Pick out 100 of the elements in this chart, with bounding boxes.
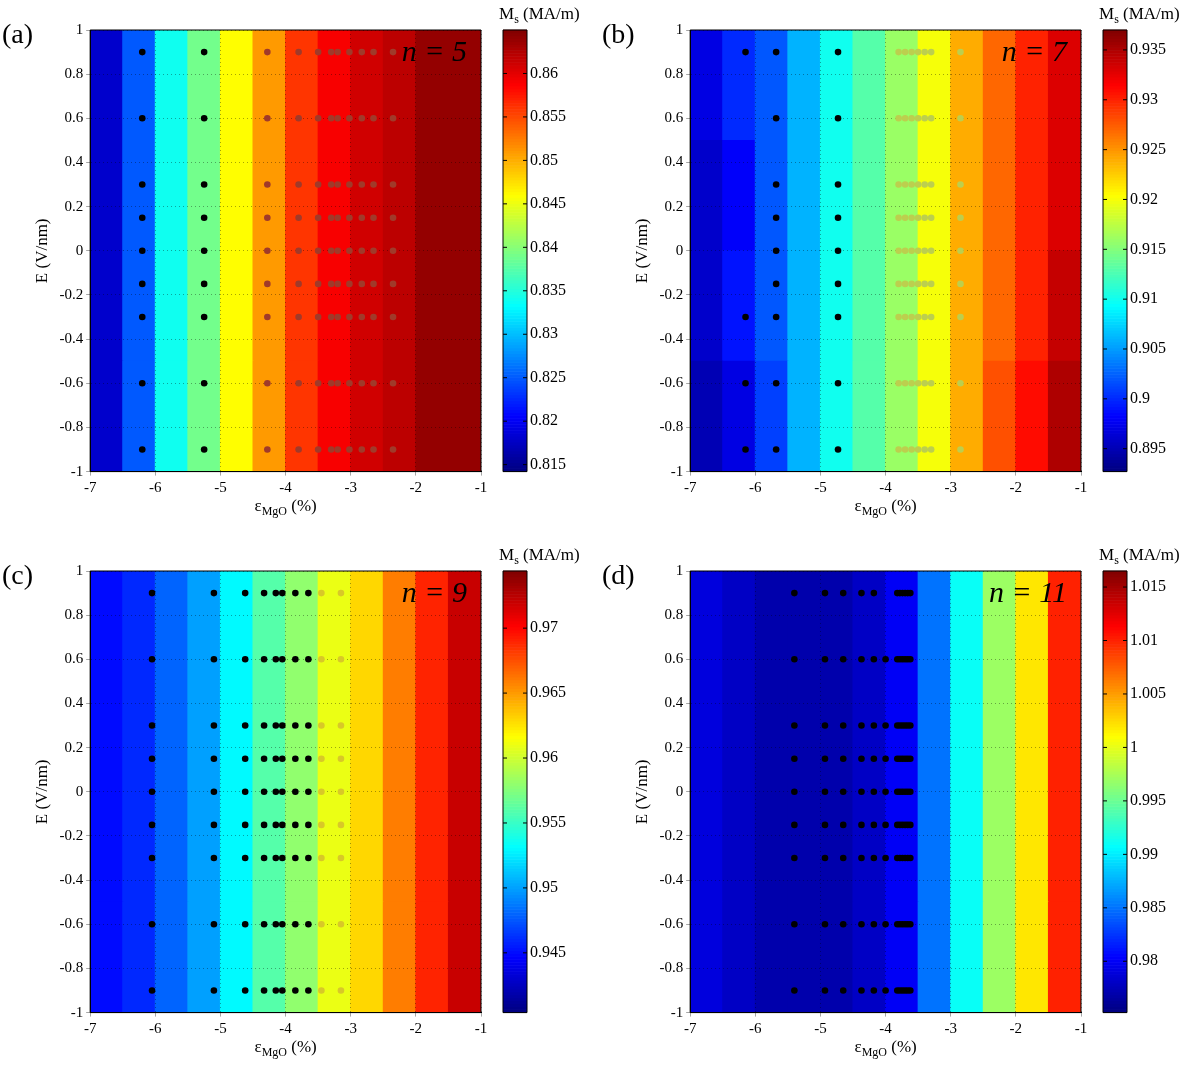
y-tick-label: 0 [75,241,84,258]
color-bar-label: 0.855 [530,107,566,125]
color-bar-label: 0.945 [530,943,566,961]
color-bar-label: 0.85 [530,150,558,168]
y-tick-label: 0.8 [64,65,84,82]
y-tick-label: 1 [75,20,84,37]
point [772,280,780,288]
chart-title: (a) [2,18,34,50]
point [337,589,345,597]
color-bar-label: 0.83 [530,324,558,342]
y-tick-label: 0.4 [664,153,684,170]
x-axis-title: ε$_{MgO}$ (%) [854,495,917,519]
y-tick-label: 1 [675,561,684,578]
point [200,313,208,321]
point [834,181,842,188]
x-tick-label: -7 [683,1019,697,1036]
y-tick-label: -0.2 [59,285,84,302]
point [138,214,146,221]
color-bar-label: 0.985 [1130,898,1166,916]
y-tick-label: -0.2 [659,285,684,302]
x-tick-label: -7 [83,478,97,495]
y-tick-label: 1 [75,561,84,578]
y-tick-label: -0.4 [59,330,84,347]
point [337,656,345,663]
x-tick-label: -4 [279,478,293,495]
x-tick-label: -4 [279,1019,293,1036]
y-tick-label: -0.8 [59,418,84,435]
color-bar-label: 0.82 [530,411,558,429]
color-bar-label: 1.005 [1130,684,1166,702]
chart-title: (b) [602,18,635,50]
y-tick-label: 0.6 [64,650,84,667]
point [318,987,325,994]
y-tick-label: -0.2 [59,826,84,843]
x-tick-label: -4 [879,1019,893,1036]
x-tick-label: -7 [83,1019,97,1036]
point [834,247,842,255]
point [318,854,325,862]
point [318,589,325,597]
point [337,755,345,762]
y-tick-label: -0.4 [659,871,684,888]
point [772,247,780,255]
point [772,181,780,188]
y-axis-title: E (V/nm) [31,218,51,284]
color-bar-label: 0.92 [1130,189,1158,207]
color-bar-label: 0.825 [530,367,566,385]
color-bar-title: M$_{s}$ (MA/m) [499,4,580,28]
point [318,722,325,729]
y-tick-label: -0.6 [59,915,84,932]
color-bar-label: 0.93 [1130,89,1158,107]
color-bar-label: 1 [1130,737,1138,755]
annotation: n = 9 [401,574,467,608]
color-bar-label: 0.915 [1130,239,1166,257]
y-tick-label: -0.6 [59,374,84,391]
y-tick-label: 0.8 [664,606,684,623]
x-axis-title: ε$_{MgO}$ (%) [254,495,317,519]
y-tick-label: 0.4 [64,694,84,711]
y-tick-label: 0 [675,782,684,799]
point [337,987,345,994]
point [834,379,842,387]
color-bar-label: 0.995 [1130,791,1166,809]
point [834,280,842,288]
y-tick-label: -0.4 [59,871,84,888]
y-tick-label: -0.4 [659,330,684,347]
x-tick-label: -1 [1074,478,1088,495]
color-bar-label: 0.9 [1130,389,1150,407]
point [200,247,208,255]
point [200,214,208,221]
x-axis-title: ε$_{MgO}$ (%) [254,1036,317,1060]
point [742,379,749,387]
y-tick-label: 0.2 [664,197,684,214]
point [337,821,345,829]
color-bar-label: 0.95 [530,878,558,896]
color-bar-label: 0.895 [1130,438,1166,456]
color-bar-label: 0.965 [530,683,566,701]
y-tick-label: -1 [670,1003,684,1020]
point [138,313,146,321]
color-bar-label: 0.935 [1130,40,1166,58]
point [742,446,749,453]
point [834,313,842,321]
y-tick-label: 0.4 [664,694,684,711]
y-tick-label: -1 [70,462,84,479]
point [772,379,780,387]
point [138,280,146,288]
y-tick-label: 0.8 [64,606,84,623]
point [772,214,780,221]
y-axis-title: E (V/nm) [31,759,51,825]
color-bar-label: 0.98 [1130,951,1158,969]
point [138,48,146,56]
point [318,920,325,928]
point [318,656,325,663]
point [772,48,780,56]
y-tick-label: -1 [70,1003,84,1020]
point [337,788,345,796]
x-tick-label: -6 [149,478,163,495]
chart-title: (c) [2,559,34,591]
x-tick-label: -2 [409,1019,423,1036]
chart-title: (d) [602,559,635,591]
y-tick-label: 1 [675,20,684,37]
annotation: n = 7 [1001,33,1069,67]
x-tick-label: -1 [1074,1019,1088,1036]
